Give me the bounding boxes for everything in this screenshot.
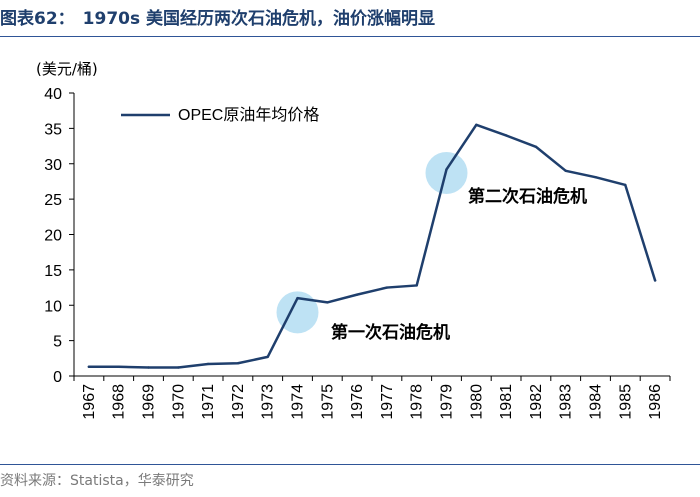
x-tick-label: 1976	[349, 384, 366, 420]
data-point	[87, 365, 91, 369]
x-tick-label: 1968	[111, 384, 128, 420]
x-axis: 1967 1968 1969 1970 1971 1972 1973 1974 1975 1976…	[73, 375, 671, 420]
data-point	[653, 279, 657, 282]
figure-title: 1970s 美国经历两次石油危机，油价涨幅明显	[82, 9, 436, 29]
x-tick-label: 1977	[379, 384, 396, 420]
x-tick-label: 1975	[319, 384, 336, 420]
x-tick-label: 1969	[141, 384, 158, 420]
x-tick-label: 1980	[468, 384, 485, 420]
x-tick-label: 1985	[617, 384, 634, 420]
series-layer	[87, 123, 657, 369]
y-tick-label: 20	[44, 228, 62, 245]
x-tick-label: 1973	[260, 384, 277, 420]
x-tick-label: 1983	[558, 384, 575, 420]
legend: OPEC原油年均价格	[121, 106, 319, 124]
annotation-label: 第二次石油危机	[468, 186, 587, 207]
x-tick-label: 1979	[439, 384, 456, 420]
x-tick-label: 1967	[81, 384, 98, 420]
data-point	[147, 366, 150, 369]
source-note: 资料来源：Statista，华泰研究	[0, 473, 194, 489]
highlight-markers	[276, 151, 468, 334]
y-tick-label: 0	[53, 369, 62, 386]
data-point	[504, 134, 508, 137]
series-line	[87, 123, 657, 369]
data-point	[564, 169, 567, 173]
data-point	[177, 366, 180, 369]
annotation-label: 第一次石油危机	[331, 322, 450, 343]
x-tick-label: 1981	[498, 384, 515, 420]
y-tick-label: 15	[44, 263, 62, 280]
x-tick-label: 1978	[409, 384, 426, 420]
x-tick-label: 1974	[290, 384, 307, 420]
y-tick-label: 40	[44, 86, 62, 103]
x-tick-label: 1986	[647, 384, 664, 420]
data-point	[355, 293, 359, 296]
data-point	[266, 355, 269, 359]
figure-label: 图表62：	[0, 9, 75, 29]
y-axis-unit: (美元/桶)	[36, 60, 98, 78]
y-tick-label: 25	[44, 192, 62, 209]
x-tick-label: 1982	[528, 384, 545, 420]
top-divider	[0, 36, 700, 37]
data-point	[624, 183, 627, 187]
bottom-divider	[0, 464, 700, 465]
data-point	[475, 123, 478, 127]
data-point	[415, 284, 418, 287]
x-tick-label: 1972	[230, 384, 247, 420]
legend-label: OPEC原油年均价格	[178, 106, 319, 124]
data-point	[445, 168, 448, 171]
chart-title: 图表62： 1970s 美国经历两次石油危机，油价涨幅明显	[0, 6, 700, 32]
data-point	[534, 145, 538, 148]
data-points	[87, 123, 657, 369]
highlight-circle	[276, 291, 319, 334]
y-axis: 0 5 10 15 20 25 30 35 40 (美元/桶)	[36, 60, 98, 386]
data-point	[385, 286, 389, 289]
x-tick-label: 1970	[170, 384, 187, 420]
x-tick-label: 1971	[200, 384, 217, 420]
x-tick-label: 1984	[588, 384, 605, 420]
data-point	[594, 175, 597, 179]
y-tick-label: 35	[44, 121, 62, 138]
annotations: 第一次石油危机 第二次石油危机	[331, 186, 587, 343]
data-point	[117, 365, 120, 369]
data-point	[206, 362, 210, 366]
y-tick-label: 5	[53, 334, 62, 351]
y-tick-label: 10	[44, 298, 62, 315]
data-point	[326, 301, 329, 304]
y-tick-label: 30	[44, 157, 62, 174]
data-point	[236, 362, 240, 365]
data-point	[296, 296, 299, 300]
